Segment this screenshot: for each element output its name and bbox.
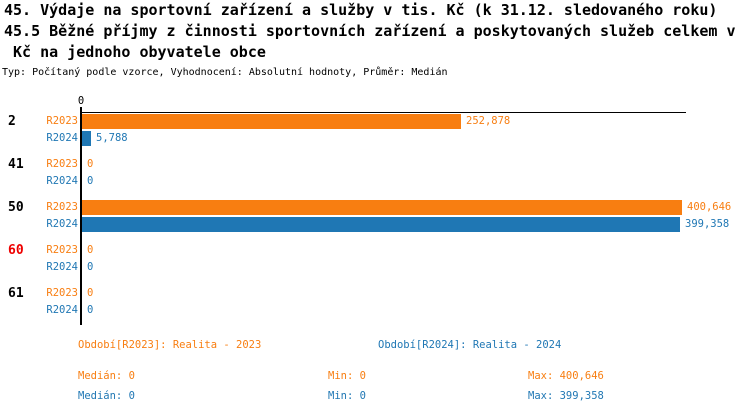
bar-value-2-r2024: 5,788 [96, 132, 128, 144]
series-label-60-r2024: R2024 [46, 261, 78, 273]
stat-max-r2024: Max: 399,358 [528, 390, 604, 402]
y-axis-line [80, 107, 82, 325]
stat-median-r2024: Medián: 0 [78, 390, 135, 402]
legend-item-r2024: Období[R2024]: Realita - 2024 [378, 339, 562, 351]
bar-value-60-r2024: 0 [87, 261, 94, 273]
series-label-61-r2024: R2024 [46, 304, 78, 316]
page-title-line-2: 45.5 Běžné příjmy z činnosti sportovních… [4, 22, 736, 40]
bar-value-61-r2024: 0 [87, 304, 94, 316]
series-label-61-r2023: R2023 [46, 287, 78, 299]
stat-median-r2023: Medián: 0 [78, 370, 135, 382]
series-label-2-r2023: R2023 [46, 115, 78, 127]
category-label-50: 50 [8, 200, 24, 215]
stat-min-r2024: Min: 0 [328, 390, 366, 402]
bar-value-50-r2024: 399,358 [685, 218, 730, 230]
category-label-61: 61 [8, 286, 24, 301]
bar-2-r2023 [82, 114, 461, 129]
bar-50-r2023 [82, 200, 682, 215]
bar-2-r2024 [82, 131, 91, 146]
bar-value-2-r2023: 252,878 [466, 115, 511, 127]
x-axis-zero-tick-label: 0 [77, 95, 85, 107]
series-label-60-r2023: R2023 [46, 244, 78, 256]
page-title-line-3: Kč na jednoho obyvatele obce [4, 43, 266, 61]
category-label-2: 2 [8, 114, 16, 129]
bar-value-60-r2023: 0 [87, 244, 94, 256]
bar-value-50-r2023: 400,646 [687, 201, 732, 213]
category-label-60: 60 [8, 243, 24, 258]
stat-min-r2023: Min: 0 [328, 370, 366, 382]
bar-value-41-r2023: 0 [87, 158, 94, 170]
bar-50-r2024 [82, 217, 680, 232]
series-label-50-r2023: R2023 [46, 201, 78, 213]
indicator-meta-line: Typ: Počítaný podle vzorce, Vyhodnocení:… [2, 67, 448, 78]
stat-max-r2023: Max: 400,646 [528, 370, 604, 382]
series-label-41-r2023: R2023 [46, 158, 78, 170]
bar-value-41-r2024: 0 [87, 175, 94, 187]
page-title-line-1: 45. Výdaje na sportovní zařízení a služb… [4, 1, 718, 19]
x-axis-top-line [80, 112, 686, 113]
category-label-41: 41 [8, 157, 24, 172]
legend-item-r2023: Období[R2023]: Realita - 2023 [78, 339, 262, 351]
series-label-41-r2024: R2024 [46, 175, 78, 187]
series-label-50-r2024: R2024 [46, 218, 78, 230]
bar-value-61-r2023: 0 [87, 287, 94, 299]
series-label-2-r2024: R2024 [46, 132, 78, 144]
